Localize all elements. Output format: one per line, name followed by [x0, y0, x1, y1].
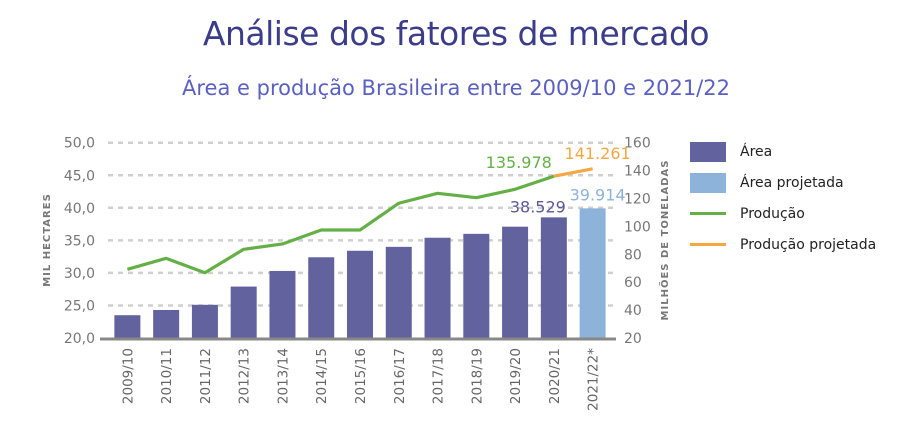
x-tick-label: 2020/21: [547, 348, 563, 404]
legend-item-area: Área: [690, 136, 876, 167]
y-tick-label: 30,0: [64, 266, 95, 282]
x-tick-label: 2009/10: [120, 348, 136, 404]
bar-area: [153, 310, 180, 338]
bar-area: [230, 286, 257, 338]
x-tick-label: 2012/13: [237, 348, 253, 404]
x-tick-label: 2013/14: [275, 348, 291, 404]
legend-label: Área: [740, 143, 773, 160]
y2-tick-label: 80: [624, 247, 642, 263]
x-tick-label: 2017/18: [431, 348, 447, 404]
bar-area: [269, 270, 296, 338]
chart-title: Análise dos fatores de mercado: [202, 14, 710, 53]
legend-label: Produção: [740, 205, 805, 222]
y2-tick-label: 40: [624, 303, 642, 319]
data-label-prod-2020: 135.978: [486, 153, 552, 172]
bar-area-projected: [579, 208, 606, 338]
y-tick-label: 40,0: [64, 201, 95, 217]
data-label-area-2021: 39.914: [570, 185, 626, 204]
x-tick-label: 2021/22*: [586, 348, 602, 411]
line-production: [126, 174, 555, 275]
y-tick-label: 20,0: [64, 331, 95, 347]
legend: Área Área projetada Produção Produção pr…: [690, 136, 876, 260]
legend-label: Área projetada: [740, 174, 844, 191]
legend-item-production-projected: Produção projetada: [690, 229, 876, 260]
bar-area: [463, 233, 490, 338]
x-tick-label: 2011/12: [198, 348, 214, 404]
y-axis-label: MIL HECTARES: [42, 193, 53, 287]
chart-subtitle: Área e produção Brasileira entre 2009/10…: [182, 76, 730, 100]
bar-area: [502, 226, 529, 338]
y2-tick-label: 100: [624, 219, 651, 235]
bar-area: [347, 250, 373, 338]
y2-tick-label: 140: [624, 164, 651, 180]
x-tick-label: 2016/17: [392, 348, 408, 404]
y2-tick-label: 60: [624, 275, 642, 291]
data-label-area-2020: 38.529: [510, 197, 566, 216]
bar-area: [308, 257, 335, 338]
x-tick-label: 2018/19: [469, 348, 485, 404]
y-tick-label: 25,0: [64, 298, 95, 314]
y2-tick-label: 120: [624, 192, 651, 208]
y2-tick-label: 20: [624, 331, 642, 347]
y2-tick-label: 160: [624, 136, 651, 152]
bar-area: [540, 217, 567, 338]
legend-item-production: Produção: [690, 198, 876, 229]
legend-item-area-projected: Área projetada: [690, 167, 876, 198]
y-tick-label: 45,0: [64, 168, 95, 184]
y2-axis-label: MILHÕES DE TONELADAS: [658, 160, 671, 321]
bar-area: [191, 304, 218, 338]
bar-area: [385, 246, 412, 338]
y-tick-label: 35,0: [64, 233, 95, 249]
legend-label: Produção projetada: [740, 236, 877, 253]
data-label-prod-2021: 141.261: [565, 144, 631, 163]
y-tick-label: 50,0: [64, 136, 95, 152]
bar-area: [114, 315, 141, 338]
bar-area: [424, 237, 451, 338]
x-tick-label: 2015/16: [353, 348, 369, 404]
x-tick-label: 2010/11: [159, 348, 175, 404]
x-tick-label: 2019/20: [508, 348, 524, 404]
line-production-projected: [553, 167, 593, 178]
x-tick-label: 2014/15: [314, 348, 330, 404]
